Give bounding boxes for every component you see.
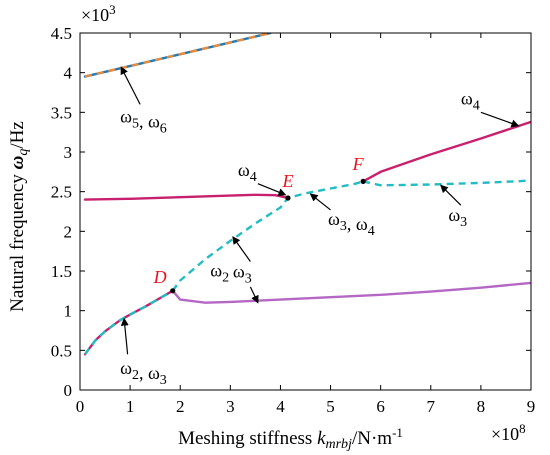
annotation-arrow	[232, 236, 251, 262]
point-marker-e	[285, 195, 291, 201]
annotation-arrow	[120, 317, 129, 355]
x-tick-label: 3	[226, 397, 235, 416]
y-tick-label: 1	[64, 302, 73, 321]
ticks-layer: 0 1 2 3 4 5 6 7 8 9 0 0.5 1 1.5 2 2.5 3 3.5 4 4.5	[51, 24, 536, 416]
x-tick-label: 0	[76, 397, 85, 416]
plot-frame	[79, 32, 532, 391]
annotation-arrow	[249, 286, 259, 304]
points-layer: D E F	[153, 154, 366, 294]
y-tick-label: 0.5	[51, 341, 72, 360]
x-axis-multiplier: ×108	[491, 421, 526, 444]
annotation-label-5: ω3	[448, 205, 467, 230]
annotation-arrow	[120, 66, 141, 105]
point-label-f: F	[352, 154, 365, 174]
point-marker-f	[360, 178, 366, 184]
y-tick-label: 2.5	[51, 183, 72, 202]
annotation-label-7: ω2	[210, 261, 229, 286]
series-line-4	[362, 179, 531, 187]
y-axis-title: Natural frequency ωq/Hz	[7, 121, 31, 312]
annotation-label-4: ω3, ω4	[328, 209, 375, 239]
y-tick-label: 3.5	[51, 103, 72, 122]
x-tick-label: 9	[527, 397, 536, 416]
x-axis-title: Meshing stiffness kmrbj/N·m-1	[178, 425, 403, 452]
annotation-arrow	[257, 183, 287, 196]
point-label-e: E	[281, 171, 293, 191]
y-tick-label: 4	[64, 64, 73, 83]
y-axis-multiplier: ×103	[81, 2, 116, 25]
x-tick-label: 5	[326, 397, 335, 416]
annotation-label-3: ω4	[238, 160, 257, 185]
annotation-label-2: ω4	[461, 88, 480, 113]
series-line-9	[84, 33, 271, 78]
x-tick-label: 6	[376, 397, 385, 416]
labels-layer: ×103 ×108 Meshing stiffness kmrbj/N·m-1 …	[7, 2, 526, 452]
x-tick-label: 4	[276, 397, 285, 416]
x-tick-label: 1	[126, 397, 135, 416]
x-tick-label: 2	[176, 397, 185, 416]
annotation-arrow	[480, 111, 520, 128]
series-line-7	[84, 289, 174, 356]
annotation-label-1: ω5, ω6	[120, 107, 167, 137]
y-tick-label: 0	[64, 381, 73, 400]
point-label-d: D	[153, 267, 167, 287]
x-tick-label: 8	[477, 397, 486, 416]
annotation-arrow	[309, 193, 331, 211]
series-line-3	[171, 180, 364, 292]
y-tick-label: 2	[64, 222, 73, 241]
annotation-label-6: ω3	[233, 261, 252, 286]
x-tick-label: 7	[427, 397, 436, 416]
series-layer	[83, 33, 531, 356]
annotation-label-8: ω2, ω3	[120, 358, 167, 388]
series-line-6	[83, 289, 174, 356]
y-tick-label: 3	[64, 143, 73, 162]
series-line-5	[171, 281, 531, 304]
point-marker-d	[170, 288, 176, 294]
y-tick-label: 1.5	[51, 262, 72, 281]
annotation-arrow	[440, 184, 462, 206]
series-line-1	[83, 193, 290, 201]
series-line-2	[361, 120, 531, 183]
y-tick-label: 4.5	[51, 24, 72, 43]
